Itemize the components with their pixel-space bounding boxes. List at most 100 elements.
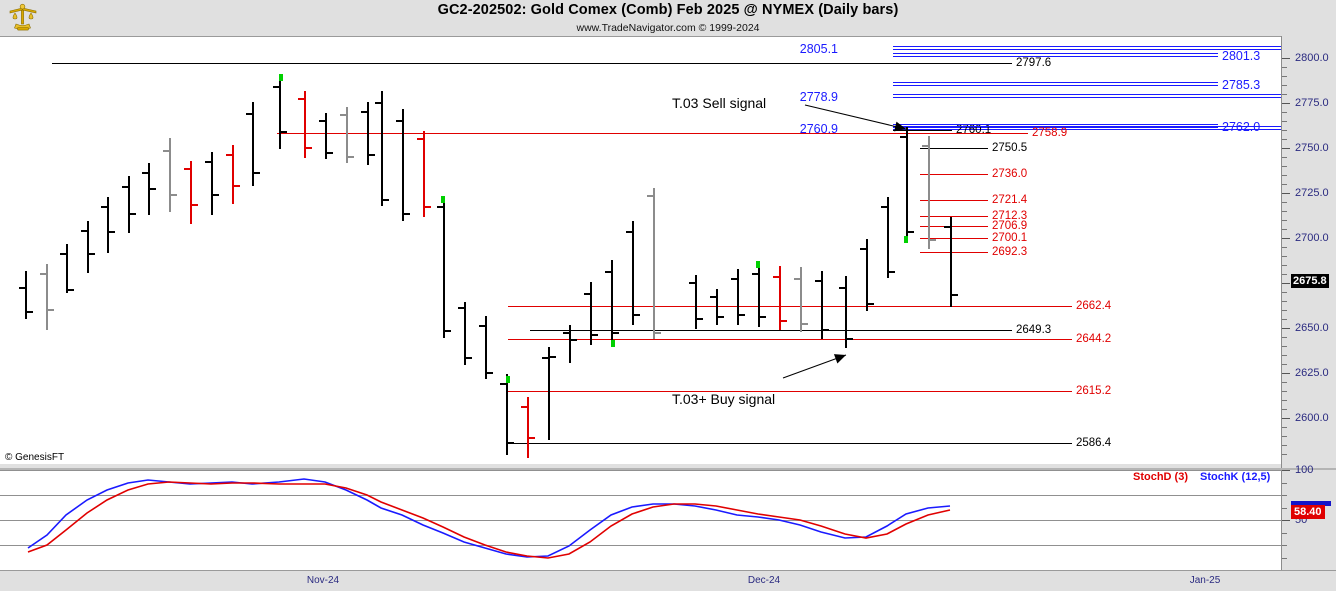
- indicator-legend-item[interactable]: StochK (12,5): [1200, 471, 1271, 483]
- price-axis-minor-tick: [1282, 75, 1287, 77]
- indicator-gridline: [0, 520, 1281, 521]
- ohlc-open-tick: [900, 136, 906, 138]
- price-level-line[interactable]: [920, 173, 988, 175]
- price-level-line[interactable]: [920, 147, 988, 149]
- price-axis-minor-tick: [1282, 246, 1287, 248]
- price-level-label: 2760.9: [799, 121, 838, 136]
- ohlc-close-tick: [306, 146, 312, 149]
- ohlc-open-tick: [375, 101, 381, 104]
- ohlc-open-tick: [298, 98, 304, 101]
- ohlc-bar: [906, 127, 908, 239]
- ohlc-close-tick: [281, 130, 287, 133]
- ohlc-open-tick: [944, 226, 950, 228]
- ohlc-close-tick: [48, 308, 54, 311]
- price-level-line[interactable]: [893, 128, 1281, 130]
- price-level-line[interactable]: [893, 130, 952, 132]
- price-level-line[interactable]: [893, 96, 1281, 98]
- ohlc-close-tick: [823, 328, 829, 331]
- price-axis-minor-tick: [1282, 453, 1287, 455]
- price-axis-minor-tick: [1282, 183, 1287, 185]
- ohlc-close-tick: [908, 231, 914, 234]
- price-axis-minor-tick: [1282, 390, 1287, 392]
- price-axis-minor-tick: [1282, 408, 1287, 410]
- price-axis-minor-tick: [1282, 228, 1287, 230]
- price-level-line[interactable]: [277, 132, 1028, 134]
- price-level-line[interactable]: [52, 62, 1012, 64]
- ohlc-close-tick: [192, 204, 198, 207]
- price-axis-tick: [1282, 327, 1290, 329]
- price-level-line[interactable]: [893, 49, 1281, 51]
- price-level-line[interactable]: [530, 329, 1012, 331]
- ohlc-close-tick: [889, 271, 895, 273]
- ohlc-bar: [695, 274, 697, 329]
- date-axis-label: Jan-25: [1189, 575, 1221, 586]
- ohlc-open-tick: [752, 272, 758, 275]
- ohlc-close-tick: [234, 184, 240, 187]
- ohlc-close-tick: [89, 253, 95, 255]
- ohlc-close-tick: [327, 152, 333, 155]
- price-axis-minor-tick: [1282, 309, 1287, 311]
- ohlc-bar: [548, 346, 550, 441]
- ohlc-close-tick: [404, 213, 410, 216]
- price-level-line[interactable]: [893, 85, 1218, 87]
- indicator-axis-minor-tick: [1282, 557, 1287, 559]
- price-axis-minor-tick: [1282, 93, 1287, 95]
- ohlc-close-tick: [718, 316, 724, 318]
- price-axis-tick: [1282, 102, 1290, 104]
- indicator-axis[interactable]: 100 50 58.40: [1281, 464, 1336, 570]
- ohlc-open-tick: [81, 229, 87, 232]
- ohlc-open-tick: [101, 206, 107, 209]
- price-level-line[interactable]: [508, 306, 1072, 308]
- price-axis-minor-tick: [1282, 363, 1287, 365]
- price-axis-minor-tick: [1282, 381, 1287, 383]
- price-axis[interactable]: 2800.02775.02750.02725.02700.02675.02650…: [1281, 36, 1336, 468]
- ohlc-bar: [866, 238, 868, 311]
- price-level-line[interactable]: [920, 200, 988, 202]
- price-level-line[interactable]: [920, 252, 988, 254]
- ohlc-open-tick: [40, 272, 46, 275]
- price-axis-tick: [1282, 57, 1290, 59]
- panel-gap: [0, 464, 1281, 470]
- stochastic-indicator-panel[interactable]: [0, 470, 1281, 570]
- price-level-line[interactable]: [920, 216, 988, 218]
- price-axis-tick: [1282, 147, 1290, 149]
- ohlc-bar: [402, 109, 404, 221]
- indicator-legend-item[interactable]: StochD (3): [1133, 471, 1188, 483]
- price-level-line[interactable]: [508, 339, 1072, 341]
- price-level-line-secondary: [893, 53, 1218, 55]
- price-axis-minor-tick: [1282, 435, 1287, 437]
- price-axis-label: 2600.0: [1295, 411, 1329, 424]
- indicator-series-line: [28, 482, 950, 558]
- price-axis-minor-tick: [1282, 165, 1287, 167]
- date-axis[interactable]: Nov-24 Dec-24 Jan-25: [0, 570, 1336, 591]
- ohlc-bar: [737, 269, 739, 325]
- ohlc-bar: [25, 271, 27, 319]
- price-axis-minor-tick: [1282, 111, 1287, 113]
- price-level-line[interactable]: [508, 443, 1072, 445]
- ohlc-bar: [464, 301, 466, 365]
- ohlc-bar: [325, 112, 327, 160]
- date-axis-label: Dec-24: [747, 575, 781, 586]
- ohlc-close-tick: [802, 323, 808, 326]
- ohlc-close-tick: [781, 319, 787, 322]
- indicator-axis-minor-tick: [1282, 545, 1287, 546]
- price-level-line[interactable]: [920, 226, 988, 228]
- ohlc-open-tick: [479, 325, 485, 327]
- price-level-line-secondary: [893, 46, 1281, 48]
- price-chart-panel[interactable]: 2805.1 2801.3 2797.6 2785.3 2778.9 2762.0 2760…: [0, 36, 1281, 468]
- price-level-line[interactable]: [508, 391, 1072, 393]
- price-axis-minor-tick: [1282, 84, 1287, 86]
- signal-dot-marker: [904, 235, 908, 243]
- ohlc-open-tick: [584, 292, 590, 295]
- indicator-axis-minor-tick: [1282, 482, 1287, 484]
- price-level-line[interactable]: [893, 127, 1218, 128]
- price-level-line[interactable]: [920, 238, 988, 240]
- ohlc-bar: [758, 263, 760, 327]
- price-level-line-secondary: [893, 125, 1281, 127]
- price-axis-minor-tick: [1282, 399, 1287, 401]
- price-axis-tick: [1282, 237, 1290, 239]
- ohlc-open-tick: [605, 271, 611, 273]
- price-level-line[interactable]: [893, 56, 1218, 58]
- signal-dot-marker: [441, 196, 445, 203]
